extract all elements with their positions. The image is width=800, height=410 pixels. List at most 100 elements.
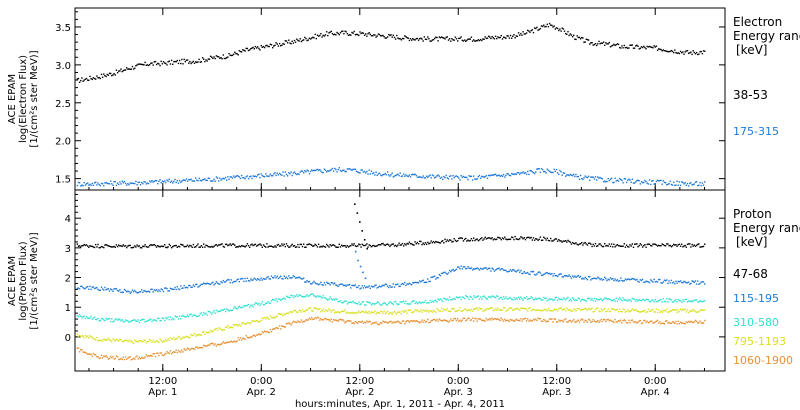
data-point [118, 183, 120, 186]
data-point [299, 243, 301, 246]
data-point [369, 320, 371, 323]
data-point [400, 322, 403, 324]
data-point [698, 321, 700, 324]
data-point [258, 302, 260, 305]
data-point [205, 244, 207, 246]
data-point [197, 315, 199, 317]
data-point [484, 309, 486, 311]
data-point [571, 320, 574, 322]
data-point [375, 36, 377, 38]
data-point [362, 287, 365, 289]
data-point [411, 39, 413, 41]
data-point [330, 318, 332, 320]
data-point [442, 272, 444, 274]
data-point [650, 46, 652, 48]
data-point [654, 299, 656, 301]
data-point [617, 298, 620, 301]
data-point [627, 47, 629, 49]
data-point [431, 300, 434, 302]
data-point [222, 245, 224, 248]
data-point [129, 292, 131, 294]
data-point [615, 297, 617, 299]
data-point [159, 338, 161, 340]
electron-ytick-label: 2.5 [55, 99, 71, 110]
data-point [532, 299, 535, 301]
data-point [196, 179, 198, 181]
data-point [515, 308, 517, 310]
data-point [136, 292, 138, 294]
data-point [628, 311, 630, 313]
data-point [178, 288, 181, 291]
data-point [508, 296, 511, 299]
data-point [670, 246, 673, 248]
data-point [409, 283, 412, 285]
data-point [629, 279, 631, 281]
data-point [250, 278, 252, 280]
data-point [332, 244, 335, 246]
data-point [195, 346, 197, 348]
data-point [535, 171, 537, 173]
data-point [650, 244, 652, 247]
data-point [436, 318, 438, 321]
data-point [184, 245, 186, 248]
data-point [567, 275, 569, 278]
data-point [684, 244, 686, 247]
data-point [251, 304, 253, 306]
data-point [274, 317, 276, 319]
data-point [593, 245, 596, 247]
data-point [497, 36, 499, 38]
data-point [273, 328, 275, 330]
data-point [298, 173, 300, 176]
data-point [297, 277, 299, 279]
data-point [612, 308, 614, 310]
data-point [176, 316, 178, 318]
data-point [137, 341, 139, 343]
data-point [481, 39, 483, 42]
data-point [283, 43, 285, 45]
data-point [258, 173, 260, 175]
data-point [684, 308, 686, 310]
data-point [337, 300, 339, 303]
data-point [316, 283, 319, 285]
data-point [276, 275, 278, 277]
data-point [353, 168, 355, 171]
data-point [610, 320, 613, 322]
data-point [558, 173, 560, 176]
data-point [569, 173, 571, 176]
data-point [498, 298, 500, 300]
data-point [651, 280, 653, 282]
data-point [443, 175, 445, 178]
data-point [123, 340, 126, 342]
data-point [457, 40, 459, 42]
data-point [429, 40, 431, 42]
data-point [339, 300, 342, 302]
data-point [326, 281, 328, 283]
data-point [164, 244, 166, 246]
data-point [421, 311, 423, 313]
electron-legend-subtitle: Energy ranges [733, 29, 800, 43]
data-point [579, 300, 582, 302]
data-point [523, 297, 525, 299]
data-point [447, 299, 450, 301]
data-point [702, 309, 705, 311]
data-point [136, 355, 138, 357]
data-point [397, 173, 399, 175]
data-point [206, 60, 208, 62]
data-point [204, 178, 206, 180]
data-point [681, 322, 683, 324]
data-point [404, 323, 406, 325]
data-point [97, 356, 99, 358]
data-point [535, 309, 537, 312]
data-point [346, 320, 349, 322]
data-point [228, 341, 230, 343]
data-point [212, 331, 214, 333]
data-point [585, 308, 587, 310]
data-point [489, 307, 491, 310]
data-point [134, 289, 136, 292]
data-point [682, 322, 684, 324]
data-point [668, 280, 670, 282]
data-point [548, 309, 551, 312]
data-point [214, 57, 216, 60]
data-point [643, 310, 645, 313]
data-point [186, 180, 189, 182]
